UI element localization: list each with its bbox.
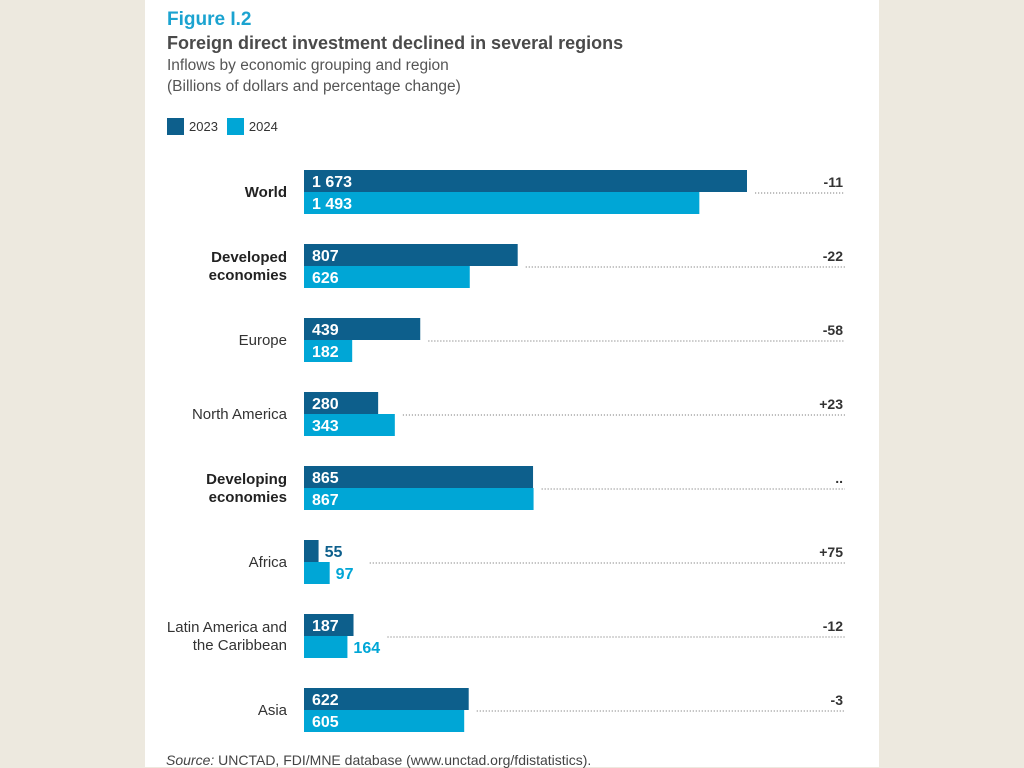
category-label: economies <box>209 267 287 284</box>
source-text: UNCTAD, FDI/MNE database (www.unctad.org… <box>214 752 592 768</box>
percent-change-label: -11 <box>824 174 844 190</box>
value-label-2023: 622 <box>312 692 339 709</box>
legend-item-2024: 2024 <box>226 118 278 135</box>
value-label-2024: 867 <box>312 492 339 509</box>
value-label-2023: 807 <box>312 248 339 265</box>
figure-subtitle: Inflows by economic grouping and region <box>167 57 449 74</box>
value-label-2024: 605 <box>312 714 339 731</box>
bar-2023 <box>304 688 469 710</box>
value-label-2024: 1 493 <box>312 196 352 213</box>
figure-units: (Billions of dollars and percentage chan… <box>167 78 461 95</box>
legend-swatch-2023 <box>167 118 184 135</box>
value-label-2024: 343 <box>312 418 339 435</box>
bar-2024 <box>304 414 395 436</box>
category-label: Asia <box>258 702 288 719</box>
bar-2023 <box>304 540 319 562</box>
category-label: the Caribbean <box>193 637 287 654</box>
legend-label-2024: 2024 <box>248 119 278 134</box>
percent-change-label: .. <box>835 470 843 486</box>
value-label-2023: 439 <box>312 322 339 339</box>
value-label-2024: 626 <box>312 270 339 287</box>
figure-title: Foreign direct investment declined in se… <box>167 33 624 53</box>
figure-panel <box>145 0 879 767</box>
bar-2023 <box>304 318 421 340</box>
bar-2023 <box>304 170 747 192</box>
bar-2024 <box>304 340 353 362</box>
source-prefix: Source: <box>166 752 215 768</box>
bar-2024 <box>304 266 470 288</box>
bar-2024 <box>304 562 330 584</box>
category-label: North America <box>192 406 288 423</box>
value-label-2023: 55 <box>325 544 343 561</box>
category-label: World <box>245 184 287 201</box>
legend-label-2023: 2023 <box>189 119 218 134</box>
bar-2023 <box>304 466 534 488</box>
value-label-2023: 280 <box>312 396 339 413</box>
figure-label: Figure I.2 <box>167 9 252 30</box>
bar-2024 <box>304 488 534 510</box>
value-label-2023: 865 <box>312 470 339 487</box>
percent-change-label: -12 <box>823 618 843 634</box>
bar-2024 <box>304 710 465 732</box>
percent-change-label: -3 <box>831 692 844 708</box>
bar-2023 <box>304 244 518 266</box>
bar-2023 <box>304 392 379 414</box>
category-label: Developing <box>206 471 287 488</box>
percent-change-label: +75 <box>819 544 843 560</box>
legend-item-2023: 2023 <box>167 118 218 135</box>
bar-2023 <box>304 614 354 636</box>
value-label-2024: 182 <box>312 344 339 361</box>
percent-change-label: -58 <box>823 322 843 338</box>
source-note: Source: UNCTAD, FDI/MNE database (www.un… <box>166 752 591 768</box>
bar-2024 <box>304 192 700 214</box>
value-label-2024: 97 <box>336 566 354 583</box>
value-label-2024: 164 <box>353 640 380 657</box>
legend-swatch-2024 <box>226 118 244 135</box>
value-label-2023: 1 673 <box>312 174 352 191</box>
bar-2024 <box>304 636 348 658</box>
category-label: economies <box>209 489 287 506</box>
value-label-2023: 187 <box>312 618 339 635</box>
percent-change-label: +23 <box>819 396 843 412</box>
category-label: Latin America and <box>167 619 287 636</box>
category-label: Europe <box>239 332 287 349</box>
category-label: Developed <box>211 249 287 266</box>
category-label: Africa <box>249 554 288 571</box>
legend: 2023 2024 <box>167 118 287 135</box>
percent-change-label: -22 <box>823 248 843 264</box>
